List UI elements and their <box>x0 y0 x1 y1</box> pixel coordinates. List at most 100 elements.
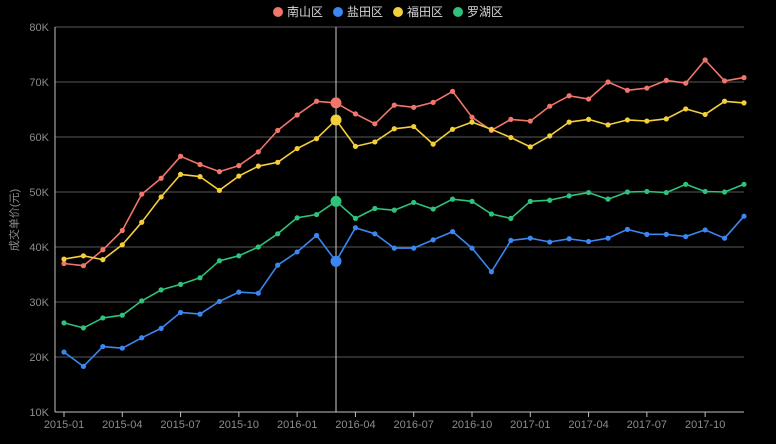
legend-label-yantian: 盐田区 <box>346 5 383 19</box>
data-point-0-5 <box>158 175 164 181</box>
data-point-3-33 <box>702 188 708 195</box>
data-point-3-1 <box>80 325 87 331</box>
hover-marker-0 <box>330 97 342 109</box>
data-point-1-29 <box>624 226 631 232</box>
data-point-0-33 <box>702 57 708 63</box>
legend-marker-luohu <box>453 7 464 17</box>
legend-item-yantian[interactable]: 盐田区 <box>332 4 383 20</box>
data-point-0-13 <box>313 98 320 104</box>
data-point-0-26 <box>566 93 572 99</box>
data-point-3-0 <box>61 320 67 326</box>
hover-marker-3 <box>330 195 342 207</box>
data-point-1-0 <box>61 349 67 355</box>
data-point-3-3 <box>119 312 125 318</box>
data-point-2-28 <box>605 122 611 128</box>
data-point-3-30 <box>644 188 650 195</box>
data-point-3-10 <box>255 244 261 250</box>
data-point-3-26 <box>566 193 572 199</box>
series-line-3 <box>63 183 745 329</box>
y-tick-label-7: 80K <box>29 22 49 34</box>
data-point-2-24 <box>527 144 533 150</box>
data-point-1-9 <box>236 289 242 295</box>
data-point-1-20 <box>449 229 456 235</box>
data-point-2-9 <box>236 173 242 179</box>
legend-label-futian: 福田区 <box>407 5 444 19</box>
data-point-1-30 <box>644 231 650 237</box>
data-point-2-16 <box>372 139 378 145</box>
data-point-2-8 <box>216 187 223 193</box>
data-point-0-21 <box>469 114 475 120</box>
series-2 <box>61 98 747 263</box>
x-tick-label-11: 2017-10 <box>685 419 725 431</box>
data-point-2-25 <box>547 133 553 139</box>
data-point-0-9 <box>236 163 242 169</box>
data-point-2-17 <box>391 126 397 132</box>
data-point-3-19 <box>430 206 436 212</box>
data-point-1-1 <box>80 363 87 369</box>
data-point-2-23 <box>508 134 514 141</box>
data-point-3-18 <box>411 199 417 206</box>
data-point-1-26 <box>566 236 572 242</box>
data-point-0-2 <box>100 247 106 253</box>
data-point-3-16 <box>372 205 378 212</box>
x-tick-label-0: 2015-01 <box>44 419 84 431</box>
data-point-2-6 <box>177 171 184 177</box>
data-point-1-27 <box>585 238 592 245</box>
data-point-3-23 <box>508 215 514 221</box>
y-tick-label-0: 10K <box>29 407 49 419</box>
data-point-0-25 <box>547 103 553 109</box>
data-point-2-20 <box>449 126 456 132</box>
data-point-3-6 <box>177 281 184 287</box>
grid <box>55 26 744 413</box>
x-tick-label-7: 2016-10 <box>452 419 492 431</box>
data-point-1-5 <box>158 325 164 331</box>
data-point-1-11 <box>275 262 281 268</box>
data-point-3-2 <box>100 315 106 321</box>
data-point-2-0 <box>61 256 67 262</box>
data-point-2-2 <box>100 257 106 263</box>
data-point-0-23 <box>508 116 514 122</box>
y-tick-label-6: 70K <box>29 77 49 89</box>
data-point-0-6 <box>177 153 184 159</box>
data-point-1-33 <box>702 227 708 233</box>
data-point-3-22 <box>488 211 495 217</box>
data-point-3-25 <box>547 197 553 203</box>
data-point-1-28 <box>605 235 611 241</box>
data-point-1-7 <box>197 311 203 317</box>
data-point-2-21 <box>469 119 475 125</box>
data-point-0-4 <box>139 191 145 197</box>
data-point-1-32 <box>683 233 689 240</box>
data-point-0-27 <box>585 96 592 102</box>
x-tick-label-6: 2016-07 <box>394 419 434 431</box>
data-point-2-18 <box>411 123 417 130</box>
data-point-2-4 <box>139 219 145 225</box>
data-point-0-30 <box>644 85 650 91</box>
data-point-1-31 <box>663 231 669 237</box>
data-point-3-15 <box>352 215 359 221</box>
data-point-2-10 <box>255 163 261 169</box>
x-tick-label-2: 2015-07 <box>160 419 200 431</box>
data-point-3-12 <box>294 215 300 221</box>
legend-item-luohu[interactable]: 罗湖区 <box>453 4 503 20</box>
data-point-0-3 <box>119 227 125 234</box>
legend-label-luohu: 罗湖区 <box>467 5 504 19</box>
data-point-0-31 <box>663 77 669 83</box>
data-point-3-24 <box>527 198 533 204</box>
data-point-3-17 <box>391 207 397 213</box>
y-tick-label-5: 60K <box>29 132 49 144</box>
legend-item-futian[interactable]: 福田区 <box>393 4 443 20</box>
data-point-3-28 <box>605 196 611 202</box>
legend-item-nanshan[interactable]: 南山区 <box>272 4 323 20</box>
data-point-2-11 <box>275 159 281 165</box>
data-point-3-29 <box>624 189 631 195</box>
legend: 南山区 盐田区 福田区 罗湖区 <box>0 4 776 20</box>
data-point-0-29 <box>624 87 631 93</box>
data-point-1-6 <box>177 309 184 316</box>
data-point-1-24 <box>527 235 533 241</box>
data-point-0-17 <box>391 102 397 108</box>
data-point-0-12 <box>294 112 300 118</box>
data-point-0-7 <box>197 161 203 168</box>
y-axis-label: 成交单价(元) <box>7 189 21 251</box>
